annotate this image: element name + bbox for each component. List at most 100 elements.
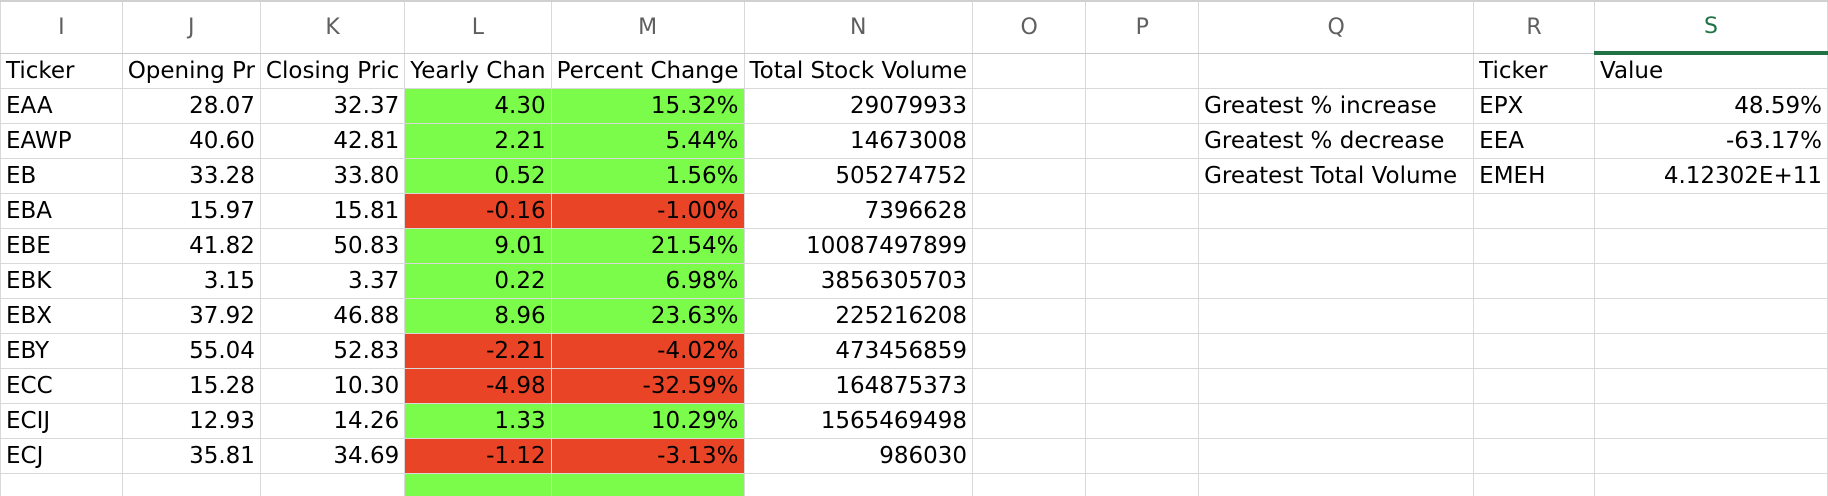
- column-header-r[interactable]: R: [1473, 0, 1595, 54]
- ticker-cell[interactable]: EBX: [0, 297, 123, 334]
- empty-cell[interactable]: [972, 157, 1087, 194]
- empty-cell[interactable]: [1594, 402, 1828, 439]
- total-volume-cell[interactable]: 473456859: [743, 332, 974, 369]
- opening-price-cell[interactable]: 28.07: [121, 87, 261, 124]
- opening-price-cell[interactable]: 40.60: [121, 122, 261, 159]
- header-summary-value[interactable]: Value: [1594, 52, 1828, 89]
- closing-price-cell[interactable]: 3.37: [259, 262, 406, 299]
- percent-change-cell[interactable]: [550, 472, 745, 496]
- empty-cell[interactable]: [1198, 227, 1475, 264]
- empty-cell[interactable]: [1473, 332, 1595, 369]
- empty-cell[interactable]: [1473, 437, 1595, 474]
- total-volume-cell[interactable]: 225216208: [743, 297, 974, 334]
- closing-price-cell[interactable]: [259, 472, 406, 496]
- empty-cell[interactable]: [1473, 472, 1595, 496]
- empty-cell[interactable]: [972, 472, 1087, 496]
- empty-cell[interactable]: [1594, 367, 1828, 404]
- percent-change-cell[interactable]: -4.02%: [550, 332, 745, 369]
- opening-price-cell[interactable]: 37.92: [121, 297, 261, 334]
- closing-price-cell[interactable]: 15.81: [259, 192, 406, 229]
- total-volume-cell[interactable]: 505274752: [743, 157, 974, 194]
- empty-cell[interactable]: [1085, 472, 1200, 496]
- empty-cell[interactable]: [1473, 367, 1595, 404]
- closing-price-cell[interactable]: 50.83: [259, 227, 406, 264]
- column-header-k[interactable]: K: [259, 0, 406, 54]
- empty-cell[interactable]: [1594, 262, 1828, 299]
- column-header-p[interactable]: P: [1085, 0, 1200, 54]
- empty-cell[interactable]: [972, 297, 1087, 334]
- empty-cell[interactable]: [972, 192, 1087, 229]
- ticker-cell[interactable]: EAA: [0, 87, 123, 124]
- closing-price-cell[interactable]: 10.30: [259, 367, 406, 404]
- header-summary-ticker[interactable]: Ticker: [1473, 52, 1595, 89]
- percent-change-cell[interactable]: -3.13%: [550, 437, 745, 474]
- empty-cell[interactable]: [972, 52, 1087, 89]
- percent-change-cell[interactable]: 23.63%: [550, 297, 745, 334]
- empty-cell[interactable]: [1594, 437, 1828, 474]
- empty-cell[interactable]: [1473, 192, 1595, 229]
- summary-label-cell[interactable]: Greatest % increase: [1198, 87, 1475, 124]
- empty-cell[interactable]: [1198, 192, 1475, 229]
- opening-price-cell[interactable]: 15.97: [121, 192, 261, 229]
- ticker-cell[interactable]: ECJ: [0, 437, 123, 474]
- ticker-cell[interactable]: EBA: [0, 192, 123, 229]
- header-opening-price[interactable]: Opening Pr: [121, 52, 261, 89]
- column-header-i[interactable]: I: [0, 0, 123, 54]
- header-yearly-change[interactable]: Yearly Chan: [404, 52, 552, 89]
- empty-cell[interactable]: [1594, 227, 1828, 264]
- empty-cell[interactable]: [1085, 192, 1200, 229]
- yearly-change-cell[interactable]: 2.21: [404, 122, 552, 159]
- empty-cell[interactable]: [972, 262, 1087, 299]
- ticker-cell[interactable]: ECC: [0, 367, 123, 404]
- ticker-cell[interactable]: EB: [0, 157, 123, 194]
- empty-cell[interactable]: [1085, 262, 1200, 299]
- column-header-m[interactable]: M: [550, 0, 745, 54]
- opening-price-cell[interactable]: 33.28: [121, 157, 261, 194]
- percent-change-cell[interactable]: 1.56%: [550, 157, 745, 194]
- column-header-j[interactable]: J: [121, 0, 261, 54]
- percent-change-cell[interactable]: -1.00%: [550, 192, 745, 229]
- empty-cell[interactable]: [1085, 367, 1200, 404]
- empty-cell[interactable]: [972, 87, 1087, 124]
- opening-price-cell[interactable]: 35.81: [121, 437, 261, 474]
- total-volume-cell[interactable]: 29079933: [743, 87, 974, 124]
- empty-cell[interactable]: [1473, 402, 1595, 439]
- closing-price-cell[interactable]: 34.69: [259, 437, 406, 474]
- summary-value-cell[interactable]: 48.59%: [1594, 87, 1828, 124]
- closing-price-cell[interactable]: 52.83: [259, 332, 406, 369]
- empty-cell[interactable]: [972, 122, 1087, 159]
- empty-cell[interactable]: [972, 437, 1087, 474]
- yearly-change-cell[interactable]: 1.33: [404, 402, 552, 439]
- empty-cell[interactable]: [1085, 297, 1200, 334]
- empty-cell[interactable]: [1085, 157, 1200, 194]
- empty-cell[interactable]: [1085, 402, 1200, 439]
- empty-cell[interactable]: [1198, 332, 1475, 369]
- total-volume-cell[interactable]: 986030: [743, 437, 974, 474]
- empty-cell[interactable]: [1198, 367, 1475, 404]
- opening-price-cell[interactable]: 3.15: [121, 262, 261, 299]
- empty-cell[interactable]: [1198, 52, 1475, 89]
- summary-label-cell[interactable]: Greatest Total Volume: [1198, 157, 1475, 194]
- empty-cell[interactable]: [1198, 472, 1475, 496]
- yearly-change-cell[interactable]: 9.01: [404, 227, 552, 264]
- empty-cell[interactable]: [1198, 297, 1475, 334]
- percent-change-cell[interactable]: 10.29%: [550, 402, 745, 439]
- empty-cell[interactable]: [972, 332, 1087, 369]
- empty-cell[interactable]: [1198, 402, 1475, 439]
- percent-change-cell[interactable]: -32.59%: [550, 367, 745, 404]
- percent-change-cell[interactable]: 21.54%: [550, 227, 745, 264]
- empty-cell[interactable]: [972, 402, 1087, 439]
- header-total-stock-volume[interactable]: Total Stock Volume: [743, 52, 974, 89]
- empty-cell[interactable]: [1085, 227, 1200, 264]
- header-closing-price[interactable]: Closing Pric: [259, 52, 406, 89]
- summary-ticker-cell[interactable]: EMEH: [1473, 157, 1595, 194]
- percent-change-cell[interactable]: 6.98%: [550, 262, 745, 299]
- summary-label-cell[interactable]: Greatest % decrease: [1198, 122, 1475, 159]
- closing-price-cell[interactable]: 42.81: [259, 122, 406, 159]
- ticker-cell[interactable]: EAWP: [0, 122, 123, 159]
- summary-value-cell[interactable]: -63.17%: [1594, 122, 1828, 159]
- total-volume-cell[interactable]: 164875373: [743, 367, 974, 404]
- empty-cell[interactable]: [1594, 472, 1828, 496]
- ticker-cell[interactable]: EBK: [0, 262, 123, 299]
- empty-cell[interactable]: [1594, 332, 1828, 369]
